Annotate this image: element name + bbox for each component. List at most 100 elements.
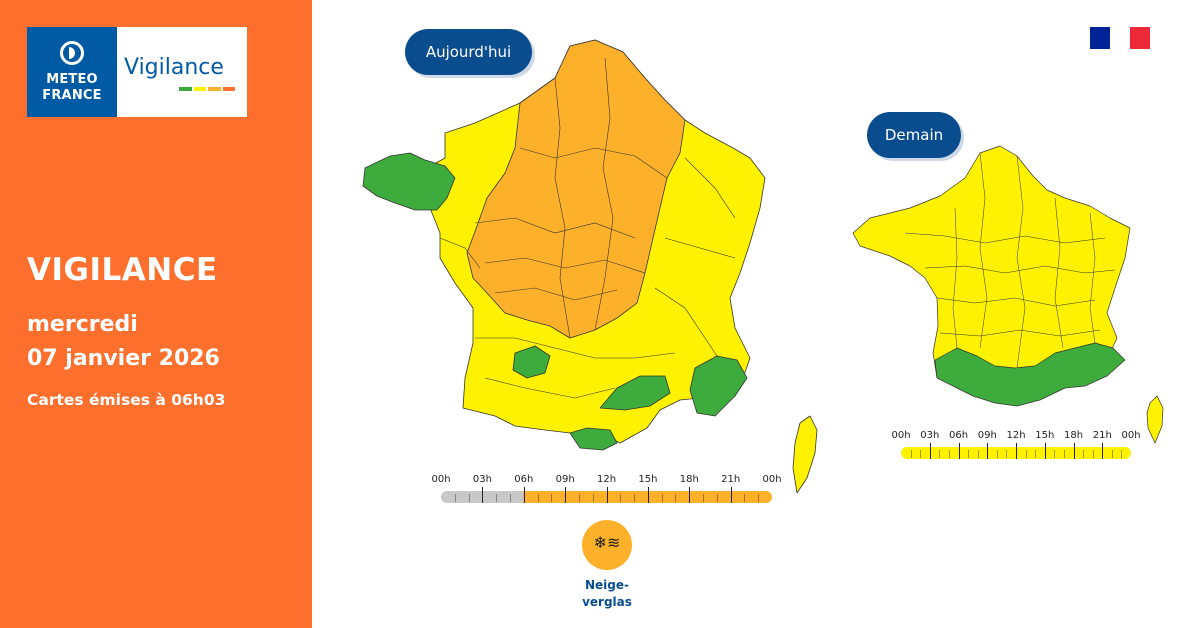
timeline-tick	[537, 494, 539, 502]
timeline-tick	[758, 494, 760, 502]
region-today-north-center	[466, 39, 686, 339]
meteo-france-emblem-icon	[60, 41, 84, 65]
region-today-provence	[689, 355, 748, 417]
timeline-tick	[675, 494, 677, 502]
timeline-hour-label: 00h	[431, 474, 451, 485]
snow-ice-glyph: ❄≋	[593, 533, 621, 552]
timeline-tick	[620, 494, 622, 502]
meteo-line1: METEO	[46, 72, 98, 87]
timeline-tick	[523, 487, 525, 503]
timeline-tick	[482, 487, 484, 503]
vigilance-bar-2	[208, 87, 221, 91]
vigilance-bar-0	[179, 87, 192, 91]
meteo-line2: FRANCE	[42, 88, 102, 103]
timeline-tick	[1063, 450, 1065, 458]
timeline-hour-label: 12h	[596, 474, 617, 485]
timeline-tick	[1006, 450, 1008, 458]
region-today-brittany	[362, 152, 456, 211]
timeline-hour-label: 00h	[1121, 430, 1141, 441]
timeline-hour-label: 09h	[977, 430, 997, 441]
timeline-tick	[1073, 443, 1075, 459]
timeline-hour-label: 18h	[679, 474, 699, 485]
timeline-tick	[454, 494, 456, 502]
timeline-tick	[996, 450, 998, 458]
timeline-hour-label: 00h	[891, 430, 911, 441]
timeline-tick	[929, 443, 931, 459]
timeline-tick	[1035, 450, 1037, 458]
timeline-hour-label: 21h	[721, 474, 741, 485]
vigilance-logo-word: Vigilance	[124, 55, 224, 80]
phenomenon-label-line1: Neige-	[584, 578, 629, 592]
phenomenon-label-line2: verglas	[582, 595, 632, 609]
timeline-tick	[1121, 450, 1123, 458]
vigilance-bar-1	[193, 87, 206, 91]
timeline-tick	[939, 450, 941, 458]
region-today-corsica	[792, 415, 818, 494]
timeline-hour-label: 21h	[1092, 430, 1112, 441]
vigilance-color-bars	[179, 87, 235, 91]
timeline-hour-label: 06h	[948, 430, 969, 441]
today-label-pill: Aujourd'hui	[405, 29, 532, 75]
region-tomorrow-corsica	[1146, 395, 1164, 444]
timeline-tick	[647, 487, 649, 503]
phenomenon-label: Neige- verglas	[557, 577, 657, 611]
region-today-tarn	[512, 345, 551, 379]
timeline-tick	[1025, 450, 1027, 458]
timeline-hour-label: 03h	[920, 430, 940, 441]
timeline-tick	[1083, 450, 1085, 458]
vigilance-title: VIGILANCE	[27, 252, 218, 288]
timeline-tick	[920, 450, 922, 458]
issue-time: Cartes émises à 06h03	[27, 391, 226, 409]
timeline-tick	[987, 443, 989, 459]
region-today-roussillon	[569, 427, 618, 451]
timeline-hour-label: 15h	[638, 474, 658, 485]
map-today[interactable]	[355, 38, 825, 498]
map-tomorrow[interactable]	[845, 138, 1175, 448]
timeline-hour-label: 00h	[762, 474, 782, 485]
timeline-hour-label: 18h	[1063, 430, 1084, 441]
timeline-hour-label: 06h	[514, 474, 534, 485]
timeline-tick	[1054, 450, 1056, 458]
vigilance-bar-3	[222, 87, 235, 91]
timeline-tick	[1044, 443, 1046, 459]
tomorrow-label-pill: Demain	[867, 112, 961, 158]
department-borders-today	[439, 57, 736, 399]
timeline-hour-label: 03h	[472, 474, 492, 485]
timeline-tick	[551, 494, 553, 502]
weekday: mercredi	[27, 312, 138, 337]
timeline-tick	[661, 494, 663, 502]
timeline-hour-label: 09h	[555, 474, 575, 485]
timeline-tick	[634, 494, 636, 502]
timeline-tick	[716, 494, 718, 502]
date: 07 janvier 2026	[27, 346, 220, 371]
timeline-hour-label: 15h	[1035, 430, 1055, 441]
republique-francaise-flag-icon	[1090, 27, 1150, 49]
region-tomorrow-south-belt	[934, 342, 1126, 407]
side-panel: METEO FRANCE Vigilance VIGILANCE mercred…	[0, 0, 312, 628]
flag-band-2	[1130, 27, 1150, 49]
meteo-france-logo: METEO FRANCE	[27, 27, 117, 117]
timeline-tick	[689, 487, 691, 503]
timeline-tick	[744, 494, 746, 502]
department-borders-tomorrow	[904, 152, 1116, 369]
timeline-tick	[968, 450, 970, 458]
timeline-tick	[468, 494, 470, 502]
snow-ice-icon[interactable]: ❄≋	[582, 520, 632, 570]
timeline-tick	[1092, 450, 1094, 458]
timeline-tick	[606, 487, 608, 503]
timeline-tick	[1111, 450, 1113, 458]
timeline-tick	[1016, 443, 1017, 459]
flag-band-1	[1110, 27, 1130, 49]
region-today-gard	[599, 375, 671, 411]
timeline-tick	[977, 450, 979, 458]
timeline-tick	[910, 450, 912, 458]
timeline-hour-label: 12h	[1006, 430, 1026, 441]
timeline-tick	[509, 494, 511, 502]
logo-block: METEO FRANCE Vigilance	[27, 27, 247, 117]
timeline-tick	[496, 494, 498, 502]
timeline-tick	[730, 487, 732, 503]
timeline-tick	[703, 494, 705, 502]
timeline-tick	[948, 450, 950, 458]
timeline-tick	[578, 494, 580, 502]
